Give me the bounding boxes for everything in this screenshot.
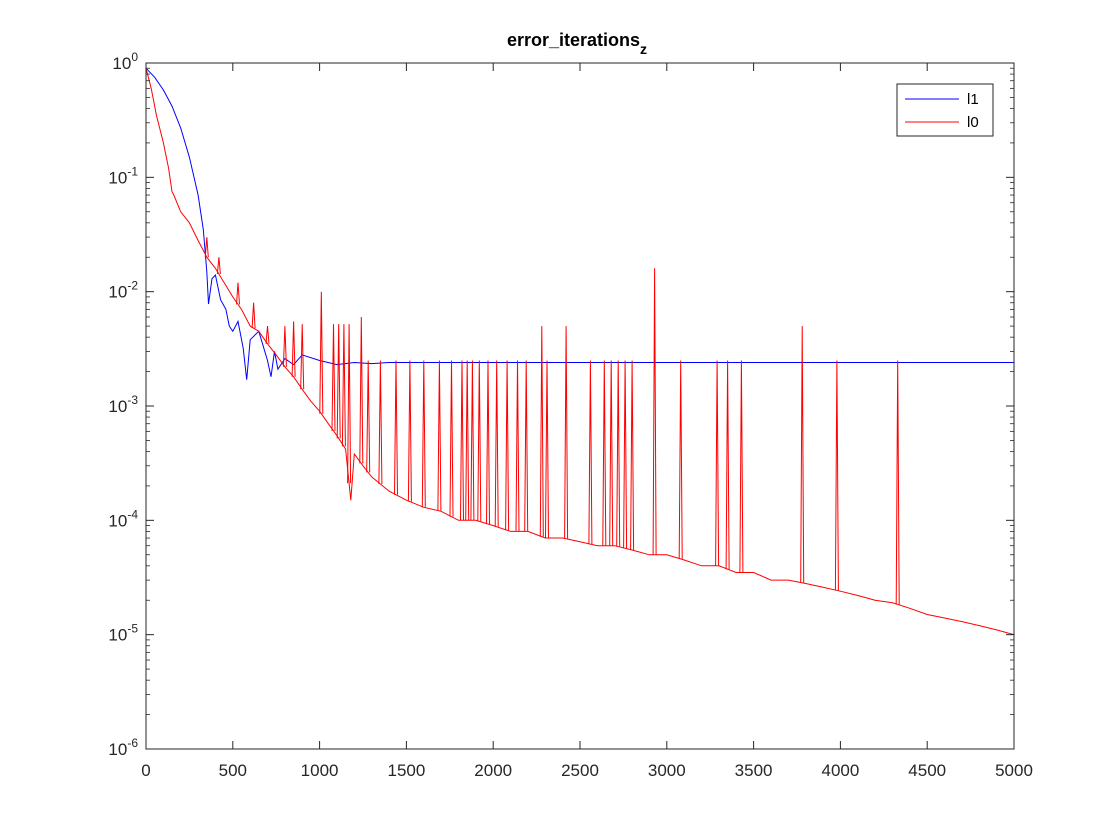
series-spike-l0 (725, 360, 730, 570)
y-tick-label: 100 (112, 50, 138, 73)
series-spike-l0 (623, 360, 628, 549)
series-spike-l0 (336, 324, 341, 439)
series-spike-l0 (486, 360, 490, 525)
series-spike-l0 (895, 360, 900, 605)
series-spike-l0 (609, 360, 614, 546)
legend-label-l0: l0 (967, 114, 979, 131)
series-spike-l0 (515, 360, 520, 532)
chart-title-main: error_iterations (507, 30, 640, 50)
series-spike-l0 (524, 360, 529, 532)
series-spike-l0 (564, 326, 569, 539)
series-spike-l0 (715, 360, 720, 566)
y-tick-label: 10-5 (108, 622, 138, 645)
series-line-l0 (146, 68, 1014, 636)
series-spike-l0 (437, 360, 442, 511)
series-spike-l0 (800, 326, 805, 583)
x-tick-label: 4500 (908, 761, 946, 780)
x-tick-label: 2500 (561, 761, 599, 780)
series-spike-l0 (505, 360, 510, 531)
series-spike-l0 (216, 257, 221, 275)
series-spike-l0 (739, 360, 744, 573)
series-spike-l0 (341, 324, 346, 447)
y-tick-label: 10-3 (108, 393, 138, 416)
series-spike-l0 (236, 282, 240, 305)
x-tick-label: 0 (141, 761, 150, 780)
y-tick-label: 10-1 (108, 164, 138, 187)
series-spike-l0 (359, 316, 364, 464)
x-tick-label: 5000 (995, 761, 1033, 780)
series-spike-l0 (449, 360, 454, 517)
x-tick-label: 2000 (474, 761, 512, 780)
series-spike-l0 (588, 360, 593, 545)
y-tick-label: 10-6 (108, 736, 138, 759)
series-spike-l0 (282, 326, 287, 367)
x-tick-label: 500 (219, 761, 247, 780)
series-spike-l0 (460, 360, 464, 521)
series-spike-l0 (319, 291, 324, 414)
series-spike-l0 (470, 360, 475, 521)
series-spike-l0 (545, 360, 549, 539)
chart-title: error_iterationsz (507, 30, 647, 57)
series-spike-l0 (394, 360, 398, 495)
axes: 0 500 1000 1500 2000 2500 3000 3500 4000 4500 5000… (108, 50, 1033, 780)
legend-box (896, 83, 994, 137)
x-tick-label: 3500 (735, 761, 773, 780)
x-tick-label: 1500 (387, 761, 425, 780)
series-spike-l0 (347, 324, 352, 484)
x-tick-label: 1000 (301, 761, 339, 780)
series-spike-l0 (602, 360, 607, 546)
legend-label-l1: l1 (967, 91, 979, 108)
series-spike-l0 (616, 360, 621, 547)
series-spike-l0 (834, 360, 839, 591)
series-spike-l0 (407, 360, 412, 502)
series-spike-l0 (494, 360, 499, 527)
chart-title-subscript: z (640, 41, 647, 57)
series-layer (146, 67, 1014, 636)
series-spike-l0 (678, 360, 683, 559)
series-spike-l0 (652, 268, 657, 555)
series-spike-l0 (539, 326, 544, 537)
series-spike-l0 (366, 360, 371, 473)
series-spike-l0 (378, 360, 383, 485)
series-spike-l0 (421, 360, 426, 508)
series-spike-l0 (265, 326, 270, 344)
x-tick-label: 3000 (648, 761, 686, 780)
y-tick-label: 10-4 (108, 507, 138, 530)
series-spike-l0 (204, 237, 209, 258)
series-spike-l0 (291, 321, 296, 377)
series-spike-l0 (251, 302, 256, 329)
series-spike-l0 (630, 360, 635, 551)
x-tick-label: 4000 (821, 761, 859, 780)
y-tick-label: 10-2 (108, 279, 138, 302)
series-spike-l0 (465, 360, 470, 521)
series-spike-l0 (300, 324, 305, 390)
series-spike-l0 (477, 360, 482, 522)
series-spike-l0 (331, 324, 336, 431)
